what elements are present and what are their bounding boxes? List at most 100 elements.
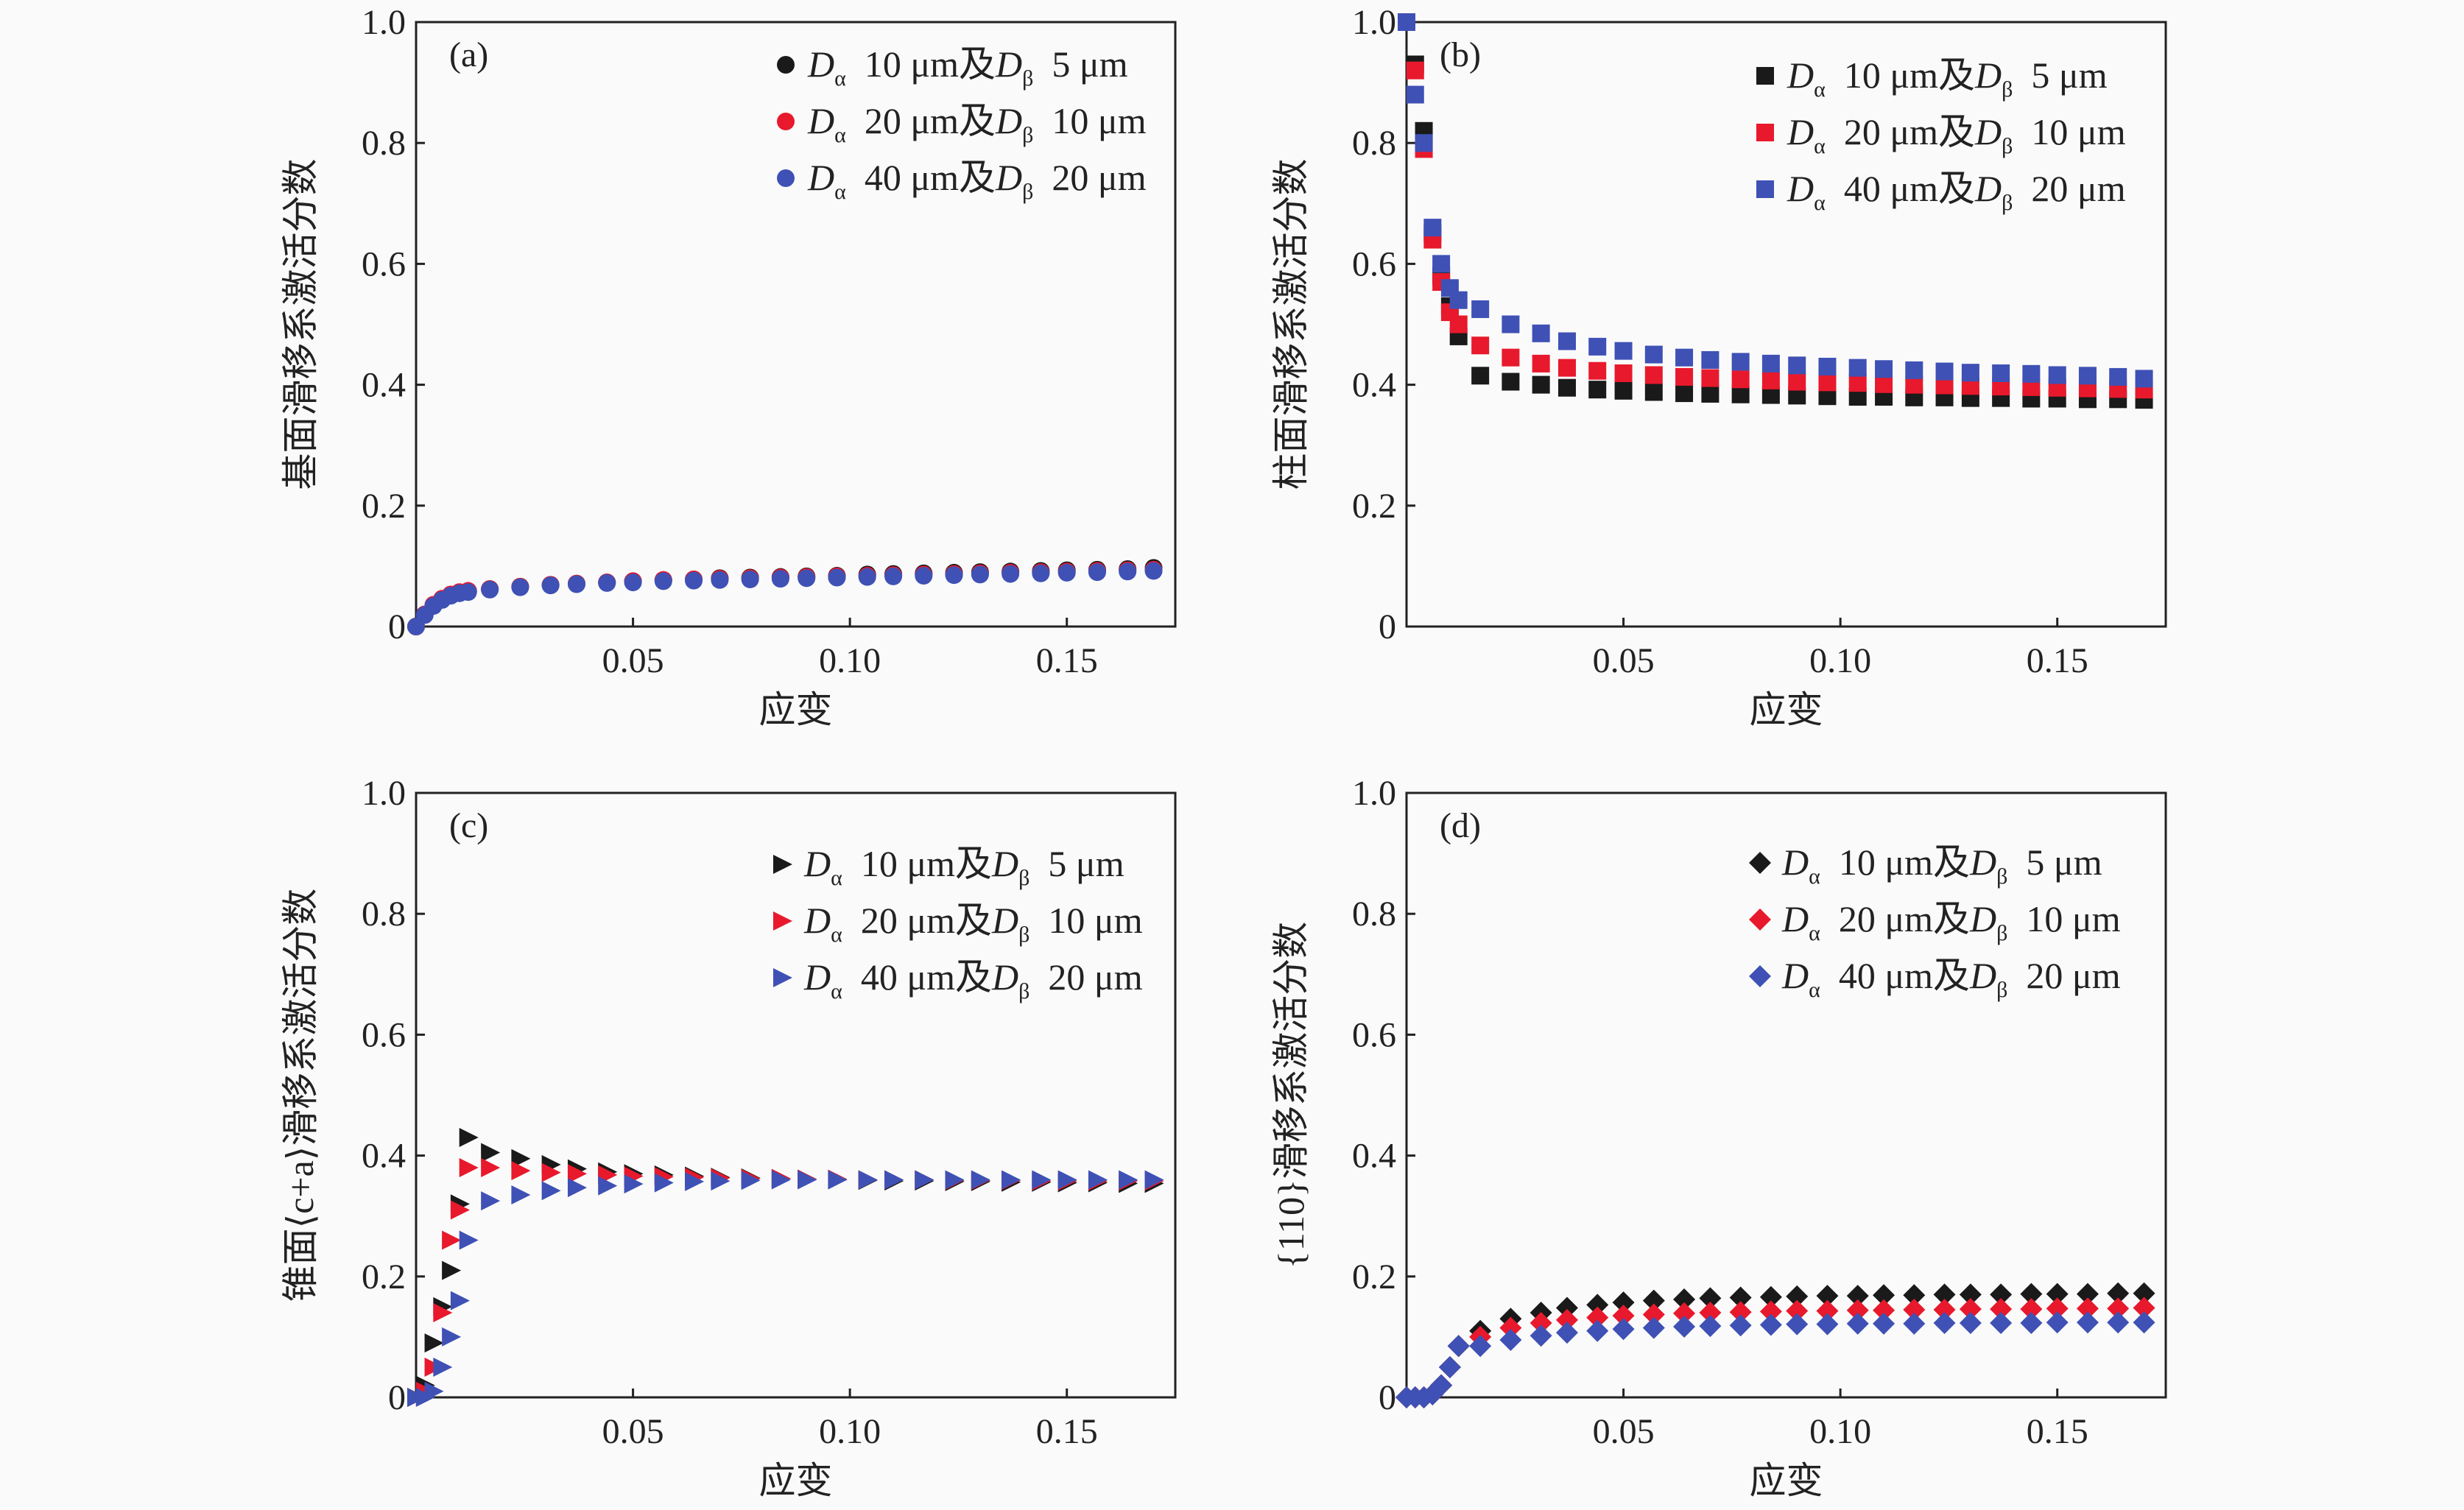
data-point [2076, 1297, 2099, 1320]
legend-subscript: α [831, 922, 842, 947]
y-axis-label: 锥面⟨c+a⟩滑移系激活分数 [280, 889, 321, 1302]
data-point [1557, 378, 1576, 397]
data-point [1731, 370, 1750, 389]
y-tick-label: 0 [1379, 1378, 1396, 1417]
data-point [1990, 1298, 2013, 1321]
y-tick-label: 0.2 [1352, 487, 1396, 526]
legend-marker [1756, 67, 1774, 85]
data-point [1406, 85, 1424, 104]
data-point [1729, 1286, 1752, 1309]
series-3 [1395, 1311, 2155, 1408]
data-point [915, 1170, 934, 1190]
x-tick-label: 0.15 [2027, 1412, 2088, 1451]
data-point [1729, 1301, 1752, 1324]
x-tick-label: 0.05 [602, 1412, 664, 1451]
legend-text-part [842, 843, 852, 884]
legend-text-part: 10 μm [1039, 900, 1143, 941]
legend-d-symbol: D [807, 100, 834, 141]
legend-text-part [2007, 955, 2017, 996]
y-tick-label: 0.6 [1352, 1015, 1396, 1054]
data-point [481, 1143, 501, 1163]
legend-d-symbol: D [1781, 898, 1809, 939]
y-tick-label: 0.6 [362, 244, 406, 283]
data-point [2076, 1283, 2099, 1305]
data-point [1846, 1299, 1869, 1322]
y-tick-label: 0.4 [1352, 366, 1396, 405]
data-point [1423, 219, 1442, 237]
legend-subscript: β [1018, 979, 1029, 1003]
data-point [1846, 1285, 1869, 1308]
legend-text-part [1033, 43, 1043, 85]
legend-text-part: 20 μm及 [855, 100, 996, 141]
data-point [1905, 375, 1923, 394]
data-point [1816, 1299, 1839, 1322]
data-point [511, 578, 529, 596]
data-point [433, 1357, 453, 1377]
data-point [459, 583, 477, 601]
data-point [971, 565, 989, 584]
data-point [1788, 356, 1806, 375]
legend-text-part: 10 μm [1043, 100, 1147, 141]
legend-subscript: α [834, 66, 846, 91]
data-point [654, 1173, 674, 1193]
legend-text-part [2007, 842, 2017, 883]
legend-subscript: β [1022, 123, 1033, 147]
data-point [541, 576, 560, 595]
data-point [2107, 1282, 2130, 1305]
data-point [1786, 1299, 1809, 1322]
data-point [1990, 1312, 2013, 1335]
data-point [2020, 1312, 2043, 1335]
data-point [1555, 1308, 1578, 1331]
legend-text-part: 20 μm及 [851, 900, 992, 941]
legend-text-part: 20 μm [1043, 157, 1147, 198]
x-axis-label: 应变 [1750, 689, 1823, 730]
data-point [1555, 1322, 1578, 1344]
data-point [2078, 367, 2097, 385]
legend-label: Dα 10 μm及Dβ 5 μm [1781, 842, 2102, 889]
data-point [1818, 357, 1837, 375]
legend-d-symbol: D [803, 956, 831, 998]
legend-text-part: 10 μm [2017, 898, 2121, 939]
data-point [711, 1171, 731, 1191]
data-point [1642, 1303, 1665, 1326]
data-point [1447, 1335, 1470, 1358]
panel-label: (a) [449, 35, 488, 74]
data-point [1761, 354, 1780, 373]
data-point [711, 571, 729, 589]
legend-text-part: 40 μm及 [1829, 955, 1970, 996]
y-tick-label: 0.8 [362, 124, 406, 163]
data-point [624, 1174, 644, 1194]
data-point [442, 1230, 462, 1250]
x-tick-label: 0.10 [819, 1412, 881, 1451]
data-point [1532, 324, 1550, 342]
data-point [1586, 1294, 1609, 1316]
legend-marker [1756, 124, 1774, 141]
panel-label: (d) [1440, 806, 1481, 845]
y-tick-label: 0.4 [1352, 1137, 1396, 1176]
y-tick-label: 0.6 [362, 1015, 406, 1054]
legend-text-part [2013, 111, 2022, 152]
data-point [2135, 370, 2153, 388]
data-point [1786, 1285, 1809, 1308]
y-tick-label: 0.8 [362, 895, 406, 934]
legend-d-symbol: D [1787, 111, 1814, 152]
data-point [1586, 1306, 1609, 1329]
legend-label: Dα 40 μm及Dβ 20 μm [803, 956, 1143, 1003]
data-point [1935, 362, 1954, 381]
data-point [1701, 369, 1719, 387]
legend-d-symbol: D [803, 900, 831, 941]
legend-text-part: 10 μm及 [855, 43, 996, 85]
data-point [1873, 1284, 1895, 1307]
data-point [1530, 1312, 1552, 1335]
legend-d-symbol: D [807, 43, 834, 85]
data-point [1557, 332, 1576, 350]
data-point [442, 1260, 462, 1280]
data-point [1557, 359, 1576, 377]
data-point [1430, 1374, 1453, 1397]
data-point [1818, 373, 1837, 392]
data-point [1499, 1329, 1522, 1352]
legend-marker [777, 113, 795, 130]
data-point [598, 574, 616, 592]
data-point [1057, 1170, 1077, 1190]
